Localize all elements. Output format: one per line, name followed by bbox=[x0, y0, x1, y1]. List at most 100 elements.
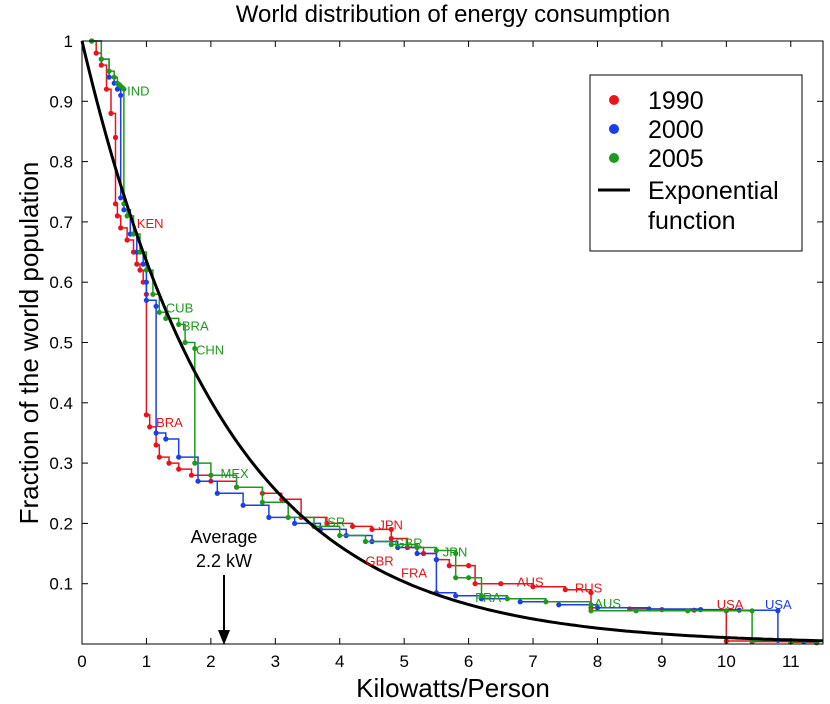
data-point-2005 bbox=[182, 339, 188, 346]
data-point-1990 bbox=[588, 590, 594, 596]
data-point-2000 bbox=[395, 544, 401, 551]
data-point-2000 bbox=[240, 502, 246, 508]
data-point-1990 bbox=[156, 454, 162, 460]
data-point-1990 bbox=[114, 213, 120, 219]
legend: 1990 2000 2005 Exponential function bbox=[589, 74, 803, 252]
country-label: CHN bbox=[196, 343, 224, 358]
y-axis-label: Fraction of the world population bbox=[14, 162, 44, 525]
data-point-1990 bbox=[498, 581, 504, 587]
data-point-2000 bbox=[118, 92, 124, 98]
data-point-2005 bbox=[633, 608, 639, 614]
data-point-2005 bbox=[285, 514, 291, 521]
data-point-2000 bbox=[121, 207, 127, 213]
x-tick-label: 7 bbox=[528, 652, 537, 671]
country-label: GBR bbox=[395, 536, 423, 551]
data-point-1990 bbox=[530, 584, 536, 590]
data-point-2005 bbox=[588, 602, 594, 608]
data-point-2005 bbox=[453, 550, 459, 557]
data-point-2005 bbox=[98, 56, 104, 62]
data-point-2000 bbox=[775, 608, 781, 614]
data-point-2005 bbox=[723, 608, 729, 614]
legend-exponential-label: Exponential function bbox=[648, 177, 786, 235]
data-point-1990 bbox=[98, 62, 104, 68]
legend-2005-marker bbox=[609, 153, 619, 163]
country-label: BRA bbox=[156, 415, 183, 430]
data-point-2000 bbox=[556, 602, 562, 608]
data-point-2005 bbox=[504, 596, 510, 602]
y-tick-label: 0.8 bbox=[49, 153, 73, 172]
y-tick-label: 0.1 bbox=[49, 575, 73, 594]
data-point-2000 bbox=[453, 593, 459, 599]
average-arrow-head bbox=[218, 630, 230, 645]
data-point-2005 bbox=[234, 484, 240, 490]
data-point-1990 bbox=[134, 261, 140, 267]
data-point-1990 bbox=[324, 520, 330, 527]
data-point-2005 bbox=[466, 575, 472, 581]
data-point-2005 bbox=[163, 315, 169, 321]
x-tick-label: 2 bbox=[206, 652, 215, 671]
data-point-2000 bbox=[433, 557, 439, 563]
series-2005 bbox=[89, 38, 820, 645]
data-point-2000 bbox=[153, 303, 159, 309]
country-label: USA bbox=[765, 597, 792, 612]
legend-2000-marker bbox=[609, 124, 619, 134]
data-point-2005 bbox=[114, 80, 120, 86]
x-tick-label: 0 bbox=[77, 652, 86, 671]
legend-1990-label: 1990 bbox=[648, 87, 704, 115]
data-point-2005 bbox=[124, 213, 130, 219]
y-tick-label: 0.2 bbox=[49, 514, 73, 533]
country-label: BRA bbox=[182, 318, 209, 333]
x-tick-label: 8 bbox=[593, 652, 602, 671]
y-tick-label: 0.4 bbox=[49, 394, 73, 413]
data-point-2005 bbox=[588, 608, 594, 614]
y-tick-label: 0.5 bbox=[49, 334, 73, 353]
data-point-2005 bbox=[121, 86, 127, 92]
data-point-1990 bbox=[93, 50, 99, 56]
x-axis-ticks: 0 1 2 3 4 5 6 7 8 9 10 11 bbox=[77, 41, 800, 671]
data-point-1990 bbox=[388, 526, 394, 533]
data-point-1990 bbox=[108, 110, 114, 116]
data-point-2005 bbox=[192, 460, 198, 466]
chart-title: World distribution of energy consumption bbox=[236, 1, 670, 28]
x-tick-label: 4 bbox=[335, 652, 344, 671]
y-tick-label: 0.9 bbox=[49, 92, 73, 111]
data-point-2005 bbox=[192, 345, 198, 352]
data-point-1990 bbox=[153, 442, 159, 448]
data-point-2005 bbox=[111, 74, 117, 80]
data-point-1990 bbox=[166, 460, 172, 466]
country-label: JPN bbox=[443, 545, 468, 560]
data-point-1990 bbox=[446, 563, 452, 569]
data-point-2000 bbox=[140, 261, 146, 267]
country-label: MEX bbox=[221, 466, 250, 481]
country-label: AUS bbox=[517, 575, 544, 590]
data-point-2000 bbox=[195, 478, 201, 484]
data-point-2005 bbox=[156, 309, 162, 315]
country-label: CUB bbox=[166, 300, 193, 315]
series-layer bbox=[80, 38, 824, 646]
data-point-1990 bbox=[143, 412, 149, 418]
average-label-line2: 2.2 kW bbox=[196, 551, 252, 571]
data-point-1990 bbox=[466, 563, 472, 569]
data-point-2000 bbox=[594, 605, 601, 611]
x-tick-label: 1 bbox=[142, 652, 151, 671]
data-point-1990 bbox=[188, 472, 195, 478]
data-point-2005 bbox=[685, 608, 691, 614]
legend-1990-marker bbox=[609, 95, 619, 105]
data-point-2005 bbox=[106, 68, 112, 74]
data-point-2005 bbox=[208, 472, 214, 478]
data-point-2005 bbox=[150, 291, 156, 297]
country-label: RUS bbox=[575, 581, 603, 596]
data-point-2005 bbox=[337, 532, 343, 539]
x-tick-label: 5 bbox=[399, 652, 408, 671]
data-point-2000 bbox=[143, 297, 149, 303]
x-tick-label: 6 bbox=[464, 652, 473, 671]
data-point-2000 bbox=[114, 86, 120, 92]
data-point-2000 bbox=[176, 454, 182, 460]
data-point-2000 bbox=[143, 279, 149, 285]
country-label: KEN bbox=[137, 216, 164, 231]
exponential-curve bbox=[80, 40, 824, 643]
data-point-2000 bbox=[266, 514, 272, 521]
data-point-2000 bbox=[153, 430, 159, 436]
